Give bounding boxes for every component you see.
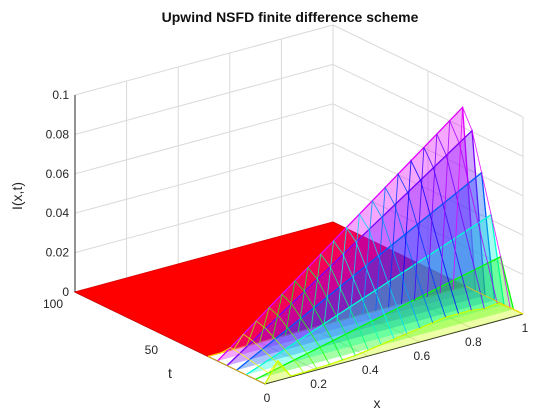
gridline [332, 24, 524, 118]
gridline [74, 142, 334, 214]
z-tick-label: 0.02 [46, 246, 70, 260]
surface-row-fill [236, 172, 495, 371]
surface-row-fill [265, 303, 523, 384]
y-tick-label: 100 [43, 297, 63, 311]
x-tick-label: 0.2 [310, 377, 327, 391]
surface-mesh-line [336, 226, 395, 340]
surface-mesh-line [413, 147, 472, 311]
gridline [74, 182, 334, 254]
x-tick-label: 0 [264, 391, 271, 405]
surface-mesh-line [439, 120, 498, 304]
surface-row-fill [246, 214, 504, 375]
z-tick-label: 0 [62, 285, 69, 299]
gridline [74, 103, 334, 175]
surface-mesh-line [388, 172, 447, 318]
surface-row-fill [255, 256, 514, 380]
gridline [74, 63, 334, 135]
y-tick-label: 50 [145, 343, 159, 357]
gridline [332, 182, 524, 276]
surface-mesh-line [426, 133, 485, 309]
gridline [332, 63, 524, 157]
x-tick-label: 0.4 [362, 363, 379, 377]
z-tick-label: 0.04 [46, 206, 70, 220]
x-axis-line [264, 313, 524, 385]
surface-mesh-line [310, 253, 369, 351]
x-tick-label: 1 [522, 321, 529, 335]
surface-row-fill [217, 107, 476, 361]
surface-mesh-line [272, 293, 330, 365]
surface-mesh-line [246, 320, 305, 373]
surface-mesh-line [401, 159, 459, 314]
surface-mesh-line [233, 333, 292, 377]
x-tick-label: 0.8 [465, 335, 482, 349]
surface-mesh-line [452, 107, 511, 308]
z-tick-label: 0.06 [46, 167, 70, 181]
z-tick-label: 0.08 [46, 127, 70, 141]
surface-mesh-line [375, 185, 434, 323]
surface-mesh-line [323, 239, 382, 345]
surface-mesh-line [362, 199, 421, 329]
surface [73, 105, 524, 385]
chart-title: Upwind NSFD finite difference scheme [162, 9, 419, 25]
surface-mesh-line [259, 306, 317, 369]
z-tick-label: 0.1 [52, 88, 69, 102]
y-axis-label: t [168, 365, 172, 381]
surface-mesh-line [465, 285, 524, 315]
gridline [74, 24, 334, 96]
surface-mesh-line [220, 347, 279, 374]
x-tick-label: 0.6 [413, 349, 430, 363]
x-axis-label: x [374, 395, 381, 411]
surface-mesh-line [349, 212, 408, 334]
gridline [332, 103, 524, 197]
z-axis-label: I(x,t) [9, 182, 25, 210]
surface-mesh-line [207, 355, 266, 385]
